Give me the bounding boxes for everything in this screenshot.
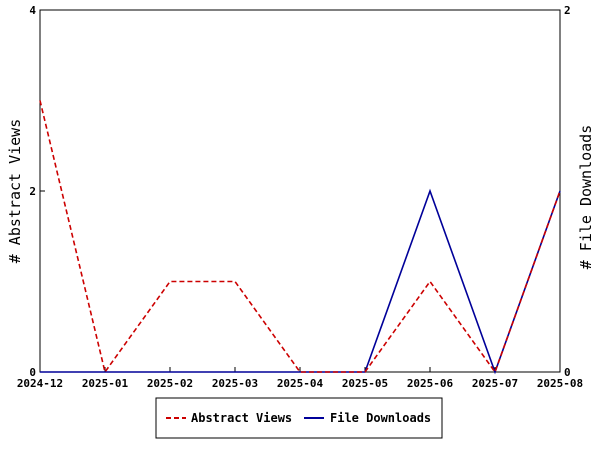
y-right-tick-label: 0 [564, 366, 571, 379]
plot-frame [39, 9, 561, 373]
x-tick-label: 2025-08 [537, 377, 583, 390]
x-axis: 2024-12 2025-01 2025-02 2025-03 2025-04 2025-… [17, 367, 583, 390]
legend: Abstract Views File Downloads [155, 397, 443, 439]
legend-label-file-downloads: File Downloads [330, 411, 431, 425]
x-tick-label: 2025-07 [472, 377, 518, 390]
series-line-file-downloads [40, 188, 561, 375]
y-left-tick-label: 4 [29, 4, 36, 17]
y-axis-left-title: # Abstract Views [6, 119, 24, 264]
y-right-tick-label: 2 [564, 4, 571, 17]
x-tick-label: 2025-04 [277, 377, 324, 390]
x-tick-label: 2025-06 [407, 377, 454, 390]
y-axis-left: 0 2 4 [29, 4, 45, 379]
legend-label-abstract-views: Abstract Views [191, 411, 292, 425]
y-left-tick-label: 2 [29, 185, 36, 198]
series-line-abstract-views [39, 100, 561, 374]
y-axis-right-title: # File Downloads [577, 125, 595, 270]
x-tick-label: 2024-12 [17, 377, 63, 390]
x-tick-label: 2025-01 [82, 377, 129, 390]
x-tick-label: 2025-05 [342, 377, 388, 390]
legend-box [155, 397, 443, 439]
x-tick-label: 2025-03 [212, 377, 258, 390]
x-tick-label: 2025-02 [147, 377, 193, 390]
y-axis-right: 02 [555, 4, 571, 379]
series-lines [39, 100, 561, 375]
y-left-tick-label: 0 [29, 366, 36, 379]
